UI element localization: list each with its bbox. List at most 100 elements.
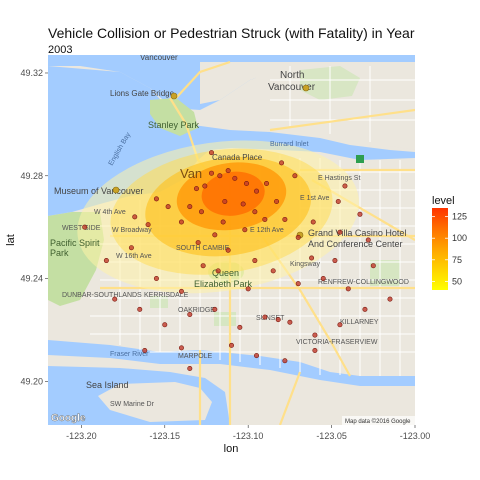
- collision-point: [287, 319, 293, 325]
- collision-point: [153, 196, 159, 202]
- collision-point: [337, 229, 343, 235]
- legend-ticks: 50 75 100 125: [432, 212, 467, 286]
- collision-point: [282, 216, 288, 222]
- collision-point: [153, 276, 159, 282]
- x-tick-label: -123.00: [400, 431, 431, 441]
- collision-point: [193, 186, 199, 192]
- collision-point: [310, 219, 316, 225]
- map-label-marpole: MARPOLE: [178, 353, 213, 360]
- map-label-e1: E 1st Ave: [300, 195, 330, 202]
- collision-point: [252, 209, 258, 215]
- map-label-canada-place: Canada Place: [212, 153, 263, 162]
- collision-point: [187, 365, 193, 371]
- collision-point: [202, 183, 208, 189]
- collision-point: [254, 188, 260, 194]
- legend-tick-label: 125: [452, 212, 467, 222]
- map-label-w16: W 16th Ave: [116, 253, 152, 260]
- map-label-oakridge: OAKRIDGE: [178, 307, 215, 314]
- collision-point: [165, 204, 171, 210]
- map-label-museum: Museum of Vancouver: [54, 186, 143, 196]
- map-label-sea-island: Sea Island: [86, 380, 129, 390]
- map-label-fraser: Fraser River: [110, 351, 149, 358]
- collision-point: [103, 258, 109, 264]
- collision-point: [345, 286, 351, 292]
- map-label-north-vancouver: Vancouver: [268, 82, 316, 93]
- collision-point: [229, 342, 235, 348]
- collision-point: [264, 180, 270, 186]
- landmark-marker-museum: [112, 186, 120, 194]
- collision-point: [292, 173, 298, 179]
- y-tick-label: 49.24: [20, 274, 43, 284]
- map-sea-island-land: [98, 382, 212, 422]
- map-label-e-hastings: E Hastings St: [318, 175, 360, 182]
- collision-point: [312, 347, 318, 353]
- map-label-burrard: Burrard Inlet: [270, 141, 309, 148]
- collision-point: [274, 198, 280, 204]
- collision-point: [370, 263, 376, 269]
- collision-point: [142, 347, 148, 353]
- map-label-vancouver-north: Vancouver: [140, 53, 178, 62]
- collision-point: [178, 288, 184, 294]
- collision-point: [295, 281, 301, 287]
- map-label-queen-park: Elizabeth Park: [194, 279, 253, 289]
- collision-point: [200, 263, 206, 269]
- map-label-broadway: W Broadway: [112, 227, 152, 234]
- collision-point: [162, 322, 168, 328]
- collision-point: [178, 219, 184, 225]
- collision-point: [295, 234, 301, 240]
- collision-point: [198, 209, 204, 215]
- map-label-grand-villa: Grand Villa Casino Hotel: [308, 228, 406, 238]
- map-label-north: North: [280, 70, 304, 81]
- collision-point: [342, 183, 348, 189]
- map-label-west-side: WEST SIDE: [62, 225, 101, 232]
- map-label-pacific-spirit: Pacific Spirit: [50, 238, 100, 248]
- map-label-van: Van: [180, 166, 202, 181]
- y-tick-label: 49.20: [20, 376, 43, 386]
- collision-point: [270, 268, 276, 274]
- map-label-pacific-spirit-2: Park: [50, 248, 69, 258]
- map-panel: Vancouver North Vancouver Lions Gate Bri…: [48, 53, 415, 425]
- map-label-victoria: VICTORIA-FRASERVIEW: [296, 339, 378, 346]
- collision-point: [232, 175, 238, 181]
- map-label-dunbar: DUNBAR-SOUTHLANDS: [62, 292, 142, 299]
- map-label-killarney: KILLARNEY: [340, 319, 379, 326]
- map-park-small-2: [150, 296, 168, 308]
- collision-point: [387, 296, 393, 302]
- x-axis: -123.20 -123.15 -123.10 -123.05 -123.00: [66, 425, 430, 441]
- density-layers: [77, 140, 359, 294]
- landmark-marker-lions-gate: [170, 92, 178, 100]
- collision-point: [217, 173, 223, 179]
- collision-point: [128, 245, 134, 251]
- map-label-grand-villa-2: And Conference Center: [308, 239, 403, 249]
- map-label-queen: Queen: [212, 268, 239, 278]
- collision-point: [187, 312, 193, 318]
- collision-point: [254, 353, 260, 359]
- map-label-sunset: SUNSET: [256, 315, 285, 322]
- y-axis: 49.20 49.24 49.28 49.32: [20, 68, 48, 386]
- collision-point: [208, 150, 214, 156]
- x-tick-label: -123.10: [233, 431, 264, 441]
- collision-point: [320, 276, 326, 282]
- collision-point: [262, 314, 268, 320]
- collision-point: [208, 170, 214, 176]
- google-logo: Google: [51, 413, 86, 424]
- collision-point: [225, 168, 231, 174]
- legend-title: level: [432, 195, 455, 207]
- y-axis-title: lat: [5, 234, 17, 246]
- collision-point: [112, 296, 118, 302]
- map-label-e12: E 12th Ave: [250, 227, 284, 234]
- x-axis-title: lon: [224, 443, 239, 455]
- collision-point: [240, 201, 246, 207]
- collision-point: [357, 211, 363, 217]
- map-north-vancouver: [252, 62, 415, 150]
- collision-point: [237, 324, 243, 330]
- legend-tick-label: 75: [452, 255, 462, 265]
- collision-point: [82, 224, 88, 230]
- collision-point: [262, 216, 268, 222]
- collision-points: [82, 150, 393, 371]
- collision-point: [275, 317, 281, 323]
- collision-point: [335, 198, 341, 204]
- collision-point: [312, 332, 318, 338]
- collision-point: [212, 306, 218, 312]
